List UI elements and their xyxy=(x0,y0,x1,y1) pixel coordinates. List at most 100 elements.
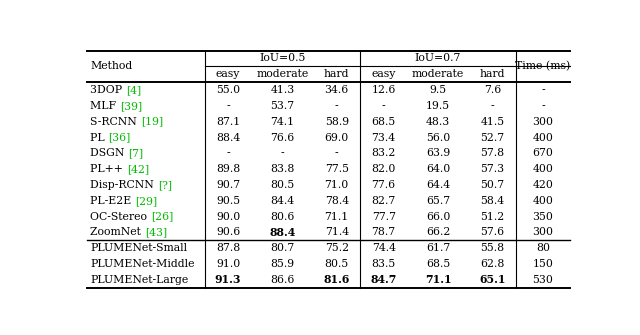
Text: 71.1: 71.1 xyxy=(425,274,451,285)
Text: -: - xyxy=(541,101,545,111)
Text: hard: hard xyxy=(479,69,505,79)
Text: 64.4: 64.4 xyxy=(426,180,450,190)
Text: moderate: moderate xyxy=(412,69,464,79)
Text: 78.4: 78.4 xyxy=(324,196,349,206)
Text: 300: 300 xyxy=(532,227,554,238)
Text: 57.8: 57.8 xyxy=(480,148,504,158)
Text: 80.7: 80.7 xyxy=(270,243,294,253)
Text: IoU=0.5: IoU=0.5 xyxy=(259,53,306,63)
Text: 53.7: 53.7 xyxy=(270,101,294,111)
Text: 68.5: 68.5 xyxy=(426,259,450,269)
Text: DSGN: DSGN xyxy=(90,148,128,158)
Text: 65.7: 65.7 xyxy=(426,196,450,206)
Text: 400: 400 xyxy=(532,196,554,206)
Text: IoU=0.7: IoU=0.7 xyxy=(415,53,461,63)
Text: 91.0: 91.0 xyxy=(216,259,240,269)
Text: 77.7: 77.7 xyxy=(372,212,396,222)
Text: easy: easy xyxy=(371,69,396,79)
Text: 66.2: 66.2 xyxy=(426,227,450,238)
Text: 52.7: 52.7 xyxy=(480,133,504,142)
Text: -: - xyxy=(335,148,339,158)
Text: 90.0: 90.0 xyxy=(216,212,240,222)
Text: 64.0: 64.0 xyxy=(426,164,450,174)
Text: 65.1: 65.1 xyxy=(479,274,506,285)
Text: 12.6: 12.6 xyxy=(371,85,396,95)
Text: 87.1: 87.1 xyxy=(216,117,240,127)
Text: [36]: [36] xyxy=(109,133,131,142)
Text: 55.0: 55.0 xyxy=(216,85,240,95)
Text: 57.3: 57.3 xyxy=(480,164,504,174)
Text: 34.6: 34.6 xyxy=(324,85,349,95)
Text: hard: hard xyxy=(324,69,349,79)
Text: PLUMENet-Middle: PLUMENet-Middle xyxy=(90,259,195,269)
Text: -: - xyxy=(541,85,545,95)
Text: 89.8: 89.8 xyxy=(216,164,240,174)
Text: 63.9: 63.9 xyxy=(426,148,450,158)
Text: 71.1: 71.1 xyxy=(324,212,349,222)
Text: 80: 80 xyxy=(536,243,550,253)
Text: 77.5: 77.5 xyxy=(324,164,349,174)
Text: 300: 300 xyxy=(532,117,554,127)
Text: 77.6: 77.6 xyxy=(372,180,396,190)
Text: 91.3: 91.3 xyxy=(215,274,241,285)
Text: 61.7: 61.7 xyxy=(426,243,450,253)
Text: 82.7: 82.7 xyxy=(371,196,396,206)
Text: -: - xyxy=(382,101,385,111)
Text: 78.7: 78.7 xyxy=(372,227,396,238)
Text: [43]: [43] xyxy=(145,227,167,238)
Text: [7]: [7] xyxy=(128,148,143,158)
Text: 150: 150 xyxy=(532,259,554,269)
Text: 88.4: 88.4 xyxy=(269,227,296,238)
Text: 7.6: 7.6 xyxy=(484,85,501,95)
Text: 57.6: 57.6 xyxy=(480,227,504,238)
Text: 66.0: 66.0 xyxy=(426,212,450,222)
Text: 81.6: 81.6 xyxy=(324,274,350,285)
Text: -: - xyxy=(227,148,230,158)
Text: 82.0: 82.0 xyxy=(371,164,396,174)
Text: 90.5: 90.5 xyxy=(216,196,240,206)
Text: 19.5: 19.5 xyxy=(426,101,450,111)
Text: [4]: [4] xyxy=(126,85,141,95)
Text: 74.4: 74.4 xyxy=(372,243,396,253)
Text: 71.0: 71.0 xyxy=(324,180,349,190)
Text: 41.5: 41.5 xyxy=(480,117,504,127)
Text: PL++: PL++ xyxy=(90,164,127,174)
Text: [26]: [26] xyxy=(151,212,173,222)
Text: -: - xyxy=(280,148,284,158)
Text: 62.8: 62.8 xyxy=(480,259,504,269)
Text: 83.8: 83.8 xyxy=(270,164,294,174)
Text: [?]: [?] xyxy=(157,180,172,190)
Text: 80.6: 80.6 xyxy=(270,212,294,222)
Text: [19]: [19] xyxy=(141,117,163,127)
Text: 58.9: 58.9 xyxy=(324,117,349,127)
Text: easy: easy xyxy=(216,69,240,79)
Text: [29]: [29] xyxy=(135,196,157,206)
Text: ZoomNet: ZoomNet xyxy=(90,227,145,238)
Text: 50.7: 50.7 xyxy=(480,180,504,190)
Text: PLUMENet-Small: PLUMENet-Small xyxy=(90,243,188,253)
Text: 400: 400 xyxy=(532,133,554,142)
Text: 58.4: 58.4 xyxy=(480,196,504,206)
Text: 80.5: 80.5 xyxy=(324,259,349,269)
Text: 90.7: 90.7 xyxy=(216,180,240,190)
Text: 90.6: 90.6 xyxy=(216,227,240,238)
Text: 530: 530 xyxy=(532,275,554,285)
Text: 87.8: 87.8 xyxy=(216,243,240,253)
Text: 350: 350 xyxy=(532,212,554,222)
Text: 51.2: 51.2 xyxy=(480,212,504,222)
Text: Disp-RCNN: Disp-RCNN xyxy=(90,180,157,190)
Text: 3DOP: 3DOP xyxy=(90,85,126,95)
Text: 48.3: 48.3 xyxy=(426,117,450,127)
Text: S-RCNN: S-RCNN xyxy=(90,117,141,127)
Text: 86.6: 86.6 xyxy=(270,275,294,285)
Text: MLF: MLF xyxy=(90,101,120,111)
Text: 74.1: 74.1 xyxy=(270,117,294,127)
Text: 56.0: 56.0 xyxy=(426,133,450,142)
Text: 9.5: 9.5 xyxy=(429,85,447,95)
Text: 670: 670 xyxy=(532,148,554,158)
Text: 55.8: 55.8 xyxy=(480,243,504,253)
Text: 88.4: 88.4 xyxy=(216,133,240,142)
Text: PLUMENet-Large: PLUMENet-Large xyxy=(90,275,189,285)
Text: 83.2: 83.2 xyxy=(371,148,396,158)
Text: 80.5: 80.5 xyxy=(270,180,294,190)
